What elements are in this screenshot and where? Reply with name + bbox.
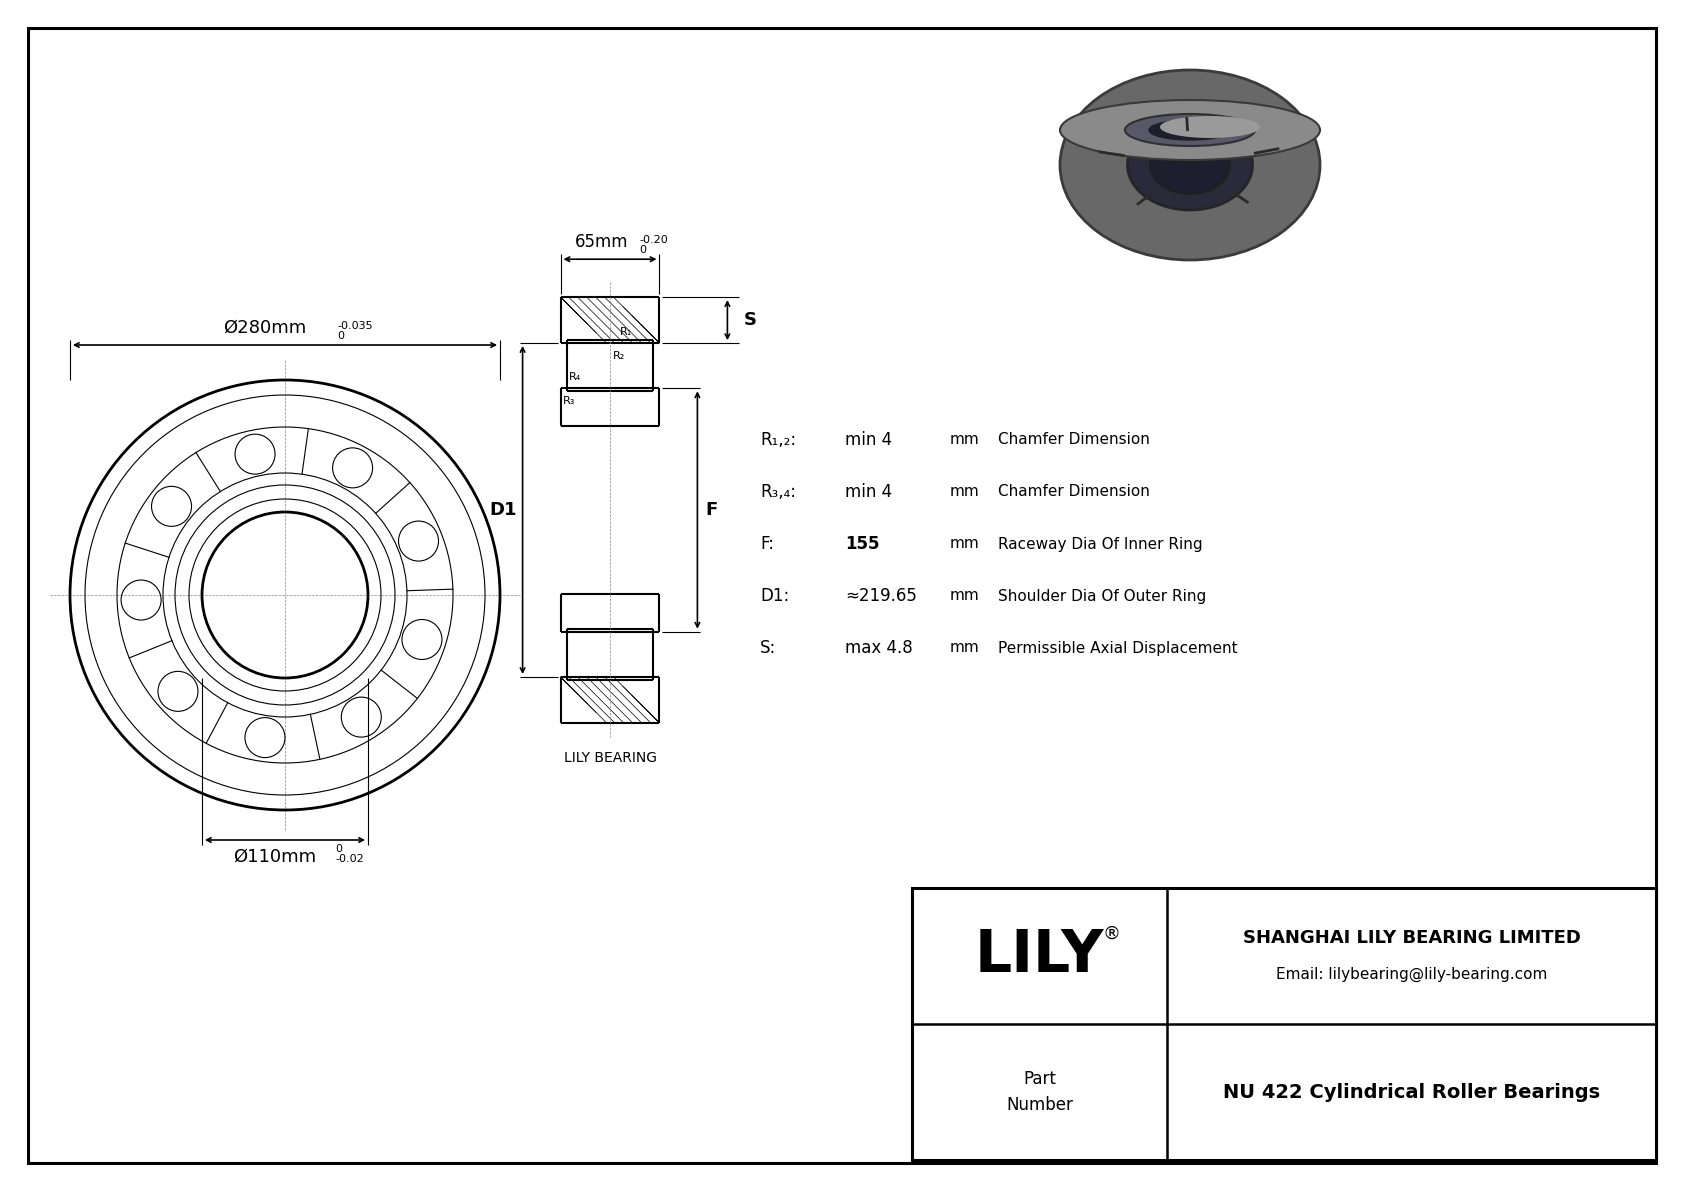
Text: 0: 0 bbox=[337, 331, 344, 341]
Ellipse shape bbox=[1059, 100, 1320, 160]
Ellipse shape bbox=[1059, 70, 1320, 260]
Text: mm: mm bbox=[950, 536, 980, 551]
Ellipse shape bbox=[1128, 120, 1253, 210]
Text: 65mm: 65mm bbox=[576, 233, 628, 251]
Text: F:: F: bbox=[759, 535, 775, 553]
Text: R₁,₂:: R₁,₂: bbox=[759, 431, 797, 449]
Text: 155: 155 bbox=[845, 535, 879, 553]
Text: max 4.8: max 4.8 bbox=[845, 640, 913, 657]
Ellipse shape bbox=[1125, 114, 1255, 146]
Text: Email: lilybearing@lily-bearing.com: Email: lilybearing@lily-bearing.com bbox=[1276, 966, 1548, 981]
Text: min 4: min 4 bbox=[845, 431, 893, 449]
Text: -0.20: -0.20 bbox=[638, 235, 669, 245]
Text: LILY: LILY bbox=[975, 928, 1105, 985]
Bar bbox=[913, 888, 1655, 1160]
Text: mm: mm bbox=[950, 588, 980, 604]
Text: R₁: R₁ bbox=[620, 328, 632, 337]
Text: Chamfer Dimension: Chamfer Dimension bbox=[999, 432, 1150, 448]
Ellipse shape bbox=[1160, 116, 1260, 138]
Text: R₃: R₃ bbox=[562, 397, 574, 406]
Ellipse shape bbox=[1150, 136, 1229, 194]
Text: LILY BEARING: LILY BEARING bbox=[564, 750, 657, 765]
Text: 0: 0 bbox=[335, 844, 342, 854]
Text: F: F bbox=[706, 501, 717, 519]
Text: S: S bbox=[743, 311, 756, 329]
Text: Chamfer Dimension: Chamfer Dimension bbox=[999, 485, 1150, 499]
Text: -0.02: -0.02 bbox=[335, 854, 364, 863]
Text: Raceway Dia Of Inner Ring: Raceway Dia Of Inner Ring bbox=[999, 536, 1202, 551]
Text: min 4: min 4 bbox=[845, 484, 893, 501]
Text: SHANGHAI LILY BEARING LIMITED: SHANGHAI LILY BEARING LIMITED bbox=[1243, 929, 1581, 947]
Ellipse shape bbox=[1148, 120, 1231, 141]
Text: -0.035: -0.035 bbox=[337, 322, 372, 331]
Text: ®: ® bbox=[1103, 925, 1120, 943]
Text: S:: S: bbox=[759, 640, 776, 657]
Text: mm: mm bbox=[950, 485, 980, 499]
Text: D1:: D1: bbox=[759, 587, 790, 605]
Text: Permissible Axial Displacement: Permissible Axial Displacement bbox=[999, 641, 1238, 655]
Text: Ø110mm: Ø110mm bbox=[234, 848, 317, 866]
Text: mm: mm bbox=[950, 432, 980, 448]
Text: mm: mm bbox=[950, 641, 980, 655]
Text: D1: D1 bbox=[488, 501, 517, 519]
Text: Shoulder Dia Of Outer Ring: Shoulder Dia Of Outer Ring bbox=[999, 588, 1206, 604]
Text: 0: 0 bbox=[638, 245, 647, 255]
Text: R₄: R₄ bbox=[569, 373, 581, 382]
Text: Ø280mm: Ø280mm bbox=[224, 319, 306, 337]
Text: Part
Number: Part Number bbox=[1005, 1070, 1073, 1115]
Text: R₂: R₂ bbox=[613, 351, 625, 361]
Text: NU 422 Cylindrical Roller Bearings: NU 422 Cylindrical Roller Bearings bbox=[1223, 1083, 1600, 1102]
Text: ≈219.65: ≈219.65 bbox=[845, 587, 916, 605]
Text: R₃,₄:: R₃,₄: bbox=[759, 484, 797, 501]
